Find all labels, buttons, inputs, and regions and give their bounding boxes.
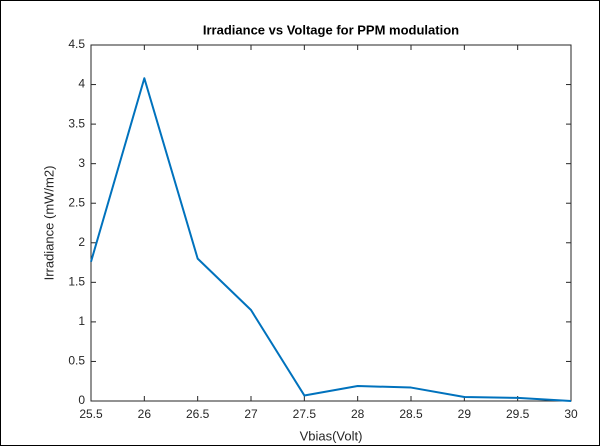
y-tick-label: 1.5	[68, 275, 85, 289]
y-axis-label: Irradiance (mW/m2)	[41, 166, 56, 281]
y-tick-label: 3.5	[68, 116, 85, 130]
x-axis-label: Vbias(Volt)	[300, 428, 363, 443]
x-tick-label: 29.5	[506, 407, 530, 421]
y-tick-label: 2	[78, 235, 85, 249]
line	[90, 77, 572, 402]
x-tick-label: 25.5	[79, 407, 103, 421]
x-tick-label: 28	[351, 407, 365, 421]
y-tick-label: 2.5	[68, 195, 85, 209]
y-tick-label: 4	[78, 77, 85, 91]
y-tick-label: 4.5	[68, 37, 85, 51]
x-tick-label: 26	[138, 407, 152, 421]
plot-area	[90, 44, 572, 402]
x-tick-label: 26.5	[186, 407, 210, 421]
y-tick-label: 0.5	[68, 354, 85, 368]
y-tick-label: 1	[78, 314, 85, 328]
y-tick-label: 0	[78, 393, 85, 407]
x-tick-label: 28.5	[399, 407, 423, 421]
y-tick-label: 3	[78, 156, 85, 170]
chart-title: Irradiance vs Voltage for PPM modulation	[203, 22, 459, 37]
x-tick-label: 29	[458, 407, 472, 421]
x-tick-label: 27.5	[293, 407, 317, 421]
x-tick-label: 30	[564, 407, 578, 421]
x-tick-label: 27	[244, 407, 258, 421]
